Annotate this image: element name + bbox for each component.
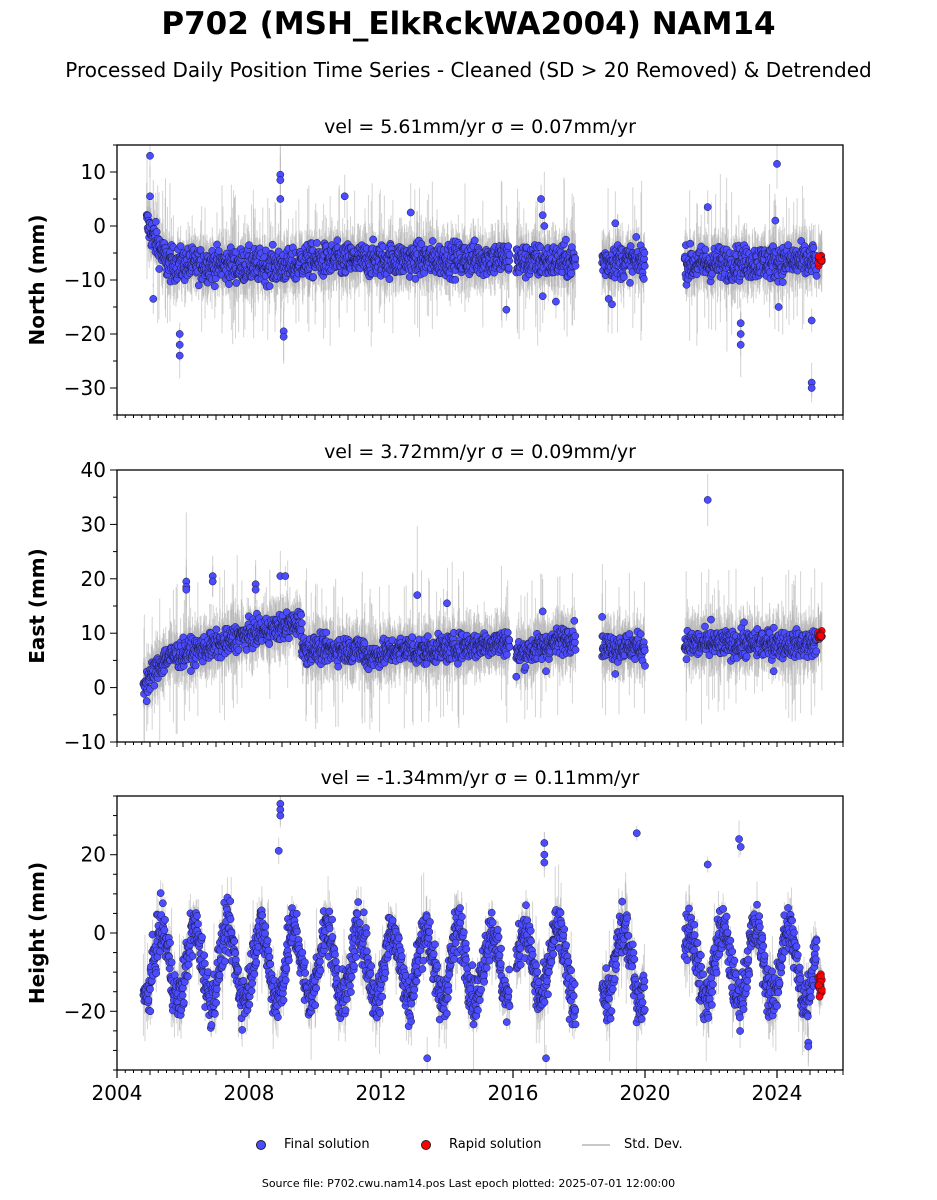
final-point bbox=[537, 195, 545, 203]
y-axis-label: North (mm) bbox=[25, 214, 49, 345]
chart-title: P702 (MSH_ElkRckWA2004) NAM14 bbox=[161, 6, 776, 42]
final-point bbox=[504, 242, 513, 251]
rapid-point bbox=[814, 252, 823, 261]
y-tick-label: 10 bbox=[81, 160, 106, 184]
final-point bbox=[567, 243, 576, 252]
final-point bbox=[175, 351, 184, 360]
final-point bbox=[175, 340, 184, 349]
final-point bbox=[703, 203, 712, 211]
final-point bbox=[428, 237, 437, 245]
final-point bbox=[626, 242, 635, 250]
final-point bbox=[812, 272, 821, 280]
final-point bbox=[608, 300, 616, 309]
final-point bbox=[276, 176, 285, 184]
final-point bbox=[784, 241, 792, 249]
final-point bbox=[626, 279, 634, 287]
y-tick-label: −20 bbox=[64, 322, 106, 346]
final-point bbox=[571, 261, 580, 270]
final-point bbox=[571, 254, 580, 263]
final-point bbox=[451, 275, 460, 284]
final-point bbox=[215, 247, 223, 255]
final-point bbox=[567, 269, 576, 278]
final-point bbox=[146, 192, 154, 201]
final-point bbox=[417, 240, 426, 248]
final-point bbox=[369, 235, 377, 244]
final-point bbox=[639, 275, 648, 283]
final-point bbox=[611, 219, 620, 228]
final-point bbox=[232, 279, 241, 287]
y-axis-label: East (mm) bbox=[25, 548, 49, 664]
final-point bbox=[149, 295, 158, 303]
final-point bbox=[309, 273, 318, 281]
final-point bbox=[152, 228, 161, 236]
final-point bbox=[279, 332, 288, 341]
final-point bbox=[807, 384, 816, 392]
final-point bbox=[276, 195, 285, 203]
final-point bbox=[632, 233, 641, 241]
final-point bbox=[771, 216, 780, 225]
y-tick-label: −30 bbox=[64, 376, 106, 400]
final-point bbox=[538, 292, 547, 301]
final-point bbox=[619, 273, 628, 282]
final-point bbox=[701, 245, 710, 254]
final-point bbox=[736, 340, 745, 349]
final-point bbox=[245, 241, 253, 250]
final-point bbox=[213, 240, 221, 249]
chart-subtitle: Processed Daily Position Time Series - C… bbox=[65, 58, 872, 82]
final-point bbox=[146, 151, 154, 160]
final-point bbox=[505, 250, 514, 259]
final-point bbox=[411, 275, 420, 283]
final-point bbox=[385, 275, 394, 283]
final-point bbox=[225, 280, 233, 288]
final-point bbox=[736, 319, 745, 328]
final-point bbox=[196, 246, 205, 254]
final-point bbox=[538, 211, 547, 220]
final-point bbox=[406, 208, 415, 217]
final-point bbox=[736, 330, 745, 338]
final-point bbox=[540, 222, 549, 230]
final-point bbox=[773, 160, 781, 168]
data-layer bbox=[142, 145, 826, 403]
final-point bbox=[151, 217, 160, 226]
final-point bbox=[778, 278, 787, 287]
final-point bbox=[313, 239, 321, 247]
final-point bbox=[552, 297, 560, 306]
final-point bbox=[176, 242, 185, 250]
final-point bbox=[640, 262, 649, 270]
final-point bbox=[175, 330, 184, 338]
y-tick-label: −10 bbox=[64, 268, 106, 292]
final-point bbox=[470, 236, 479, 245]
final-point bbox=[268, 240, 277, 249]
final-point bbox=[561, 235, 570, 244]
final-point bbox=[333, 236, 342, 245]
y-tick-label: 0 bbox=[93, 214, 106, 238]
final-point bbox=[809, 244, 818, 252]
final-point bbox=[640, 249, 649, 257]
final-point bbox=[807, 316, 816, 325]
data-layer bbox=[139, 473, 826, 742]
final-point bbox=[686, 239, 695, 248]
final-point bbox=[210, 282, 219, 291]
final-point bbox=[265, 282, 274, 290]
final-point bbox=[194, 281, 203, 290]
final-point bbox=[505, 264, 513, 272]
panel-title: vel = 3.72mm/yr σ = 0.09mm/yr bbox=[324, 441, 636, 463]
panel-title: vel = 5.61mm/yr σ = 0.07mm/yr bbox=[324, 116, 636, 138]
final-point bbox=[340, 192, 349, 201]
final-point bbox=[155, 265, 164, 273]
final-point bbox=[502, 305, 511, 314]
final-point bbox=[774, 303, 783, 311]
